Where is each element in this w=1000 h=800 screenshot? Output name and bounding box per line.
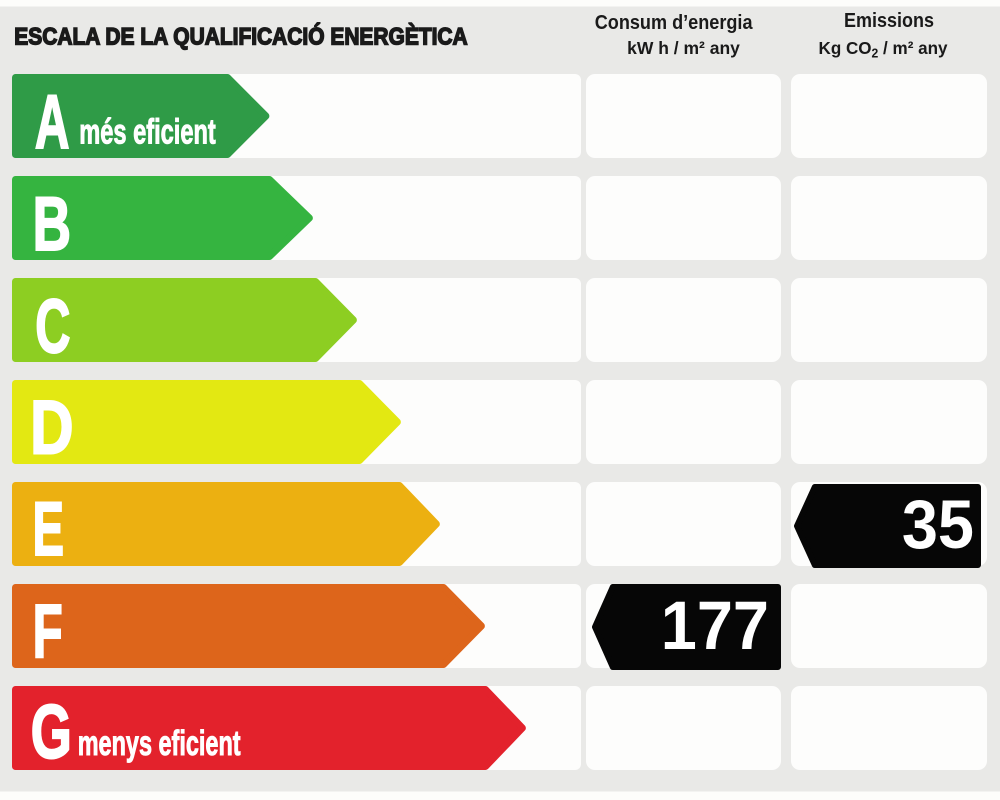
svg-text:ESCALA DE LA QUALIFICACIÓ ENER: ESCALA DE LA QUALIFICACIÓ ENERGÈTICA — [14, 23, 467, 50]
svg-text:D: D — [30, 385, 73, 470]
svg-text:B: B — [33, 181, 71, 266]
svg-text:més eficient: més eficient — [79, 113, 216, 152]
svg-text:F: F — [33, 588, 63, 673]
svg-text:177: 177 — [661, 587, 769, 664]
svg-text:A: A — [35, 81, 70, 165]
svg-text:E: E — [33, 488, 65, 572]
svg-text:kW h / m² any: kW h / m² any — [627, 38, 740, 58]
svg-text:Emissions: Emissions — [844, 10, 934, 32]
svg-text:Kg CO2 / m² any: Kg CO2 / m² any — [819, 38, 948, 61]
svg-text:35: 35 — [902, 486, 974, 563]
svg-text:menys eficient: menys eficient — [78, 724, 241, 763]
svg-text:C: C — [35, 283, 70, 369]
svg-text:G: G — [31, 690, 72, 775]
svg-text:Consum d’energia: Consum d’energia — [595, 12, 753, 34]
